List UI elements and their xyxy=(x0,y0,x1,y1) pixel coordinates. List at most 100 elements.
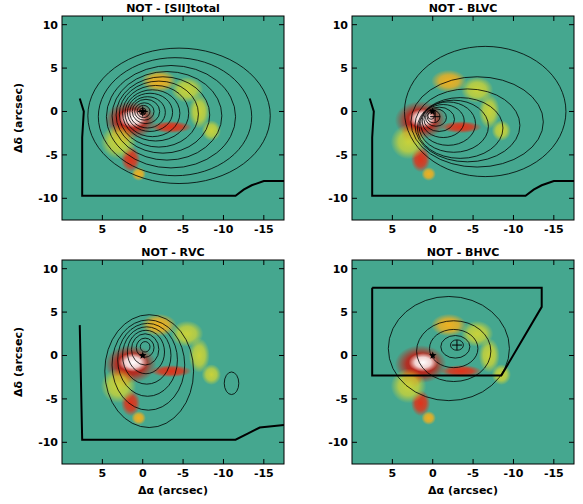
figure: 50-5-10-15-10-50510NOT - [SII]totalΔδ (a… xyxy=(0,0,583,504)
y-tick xyxy=(352,154,574,155)
y-axis-title: Δδ (arcsec) xyxy=(12,327,25,397)
plot-area xyxy=(352,16,574,220)
x-tick-label: 5 xyxy=(389,467,397,480)
y-tick-label: -5 xyxy=(336,393,348,406)
image-blob xyxy=(421,167,436,181)
y-tick-label: 10 xyxy=(333,263,349,276)
contour xyxy=(425,109,446,126)
plus-marker xyxy=(452,340,462,350)
y-tick xyxy=(62,68,284,69)
x-tick xyxy=(432,16,433,220)
panel-title: NOT - RVC xyxy=(141,246,204,259)
x-axis-title: Δα (arcsec) xyxy=(428,484,498,497)
contour xyxy=(123,85,189,141)
contour xyxy=(132,99,159,123)
y-tick-label: 0 xyxy=(50,105,58,118)
x-tick xyxy=(223,16,224,220)
x-tick-label: -15 xyxy=(254,467,274,480)
x-tick xyxy=(142,16,143,220)
contour xyxy=(417,321,491,382)
contour xyxy=(388,296,509,400)
y-tick-label: -10 xyxy=(38,192,58,205)
y-tick xyxy=(352,268,574,269)
contour xyxy=(419,100,488,152)
panel: 50-5-10-15-10-50510NOT - BLVC xyxy=(328,2,574,236)
star-marker xyxy=(139,351,147,358)
contour xyxy=(127,330,164,373)
y-tick xyxy=(62,312,284,313)
contour xyxy=(127,93,172,131)
contour xyxy=(112,320,185,410)
coverage-boundary xyxy=(80,325,284,440)
x-tick xyxy=(102,260,103,464)
x-tick xyxy=(553,16,554,220)
contour xyxy=(125,90,180,137)
y-tick-label: 0 xyxy=(50,349,58,362)
x-tick xyxy=(102,16,103,220)
image-background xyxy=(62,16,284,220)
panel-title: NOT - BLVC xyxy=(429,2,498,15)
x-tick-label: -10 xyxy=(504,223,524,236)
image-blob xyxy=(492,120,511,141)
contour xyxy=(116,77,210,153)
y-tick xyxy=(62,268,284,269)
contour xyxy=(422,105,464,138)
panel: 50-5-10-15-10-50510NOT - RVCΔα (arcsec)Δ… xyxy=(12,246,284,497)
star-marker xyxy=(429,351,437,358)
x-tick-label: 5 xyxy=(99,223,107,236)
contour xyxy=(224,372,239,395)
y-axis-title: Δδ (arcsec) xyxy=(12,83,25,153)
y-tick-label: -5 xyxy=(46,393,58,406)
x-tick xyxy=(513,16,514,220)
image-blob xyxy=(131,411,146,425)
y-tick-label: 5 xyxy=(50,306,58,319)
frame xyxy=(62,260,284,464)
y-tick xyxy=(352,24,574,25)
y-tick-label: 5 xyxy=(340,62,348,75)
contour xyxy=(441,336,470,359)
x-tick-label: 0 xyxy=(139,467,147,480)
y-tick xyxy=(352,111,574,112)
frame xyxy=(62,16,284,220)
y-tick-label: 0 xyxy=(340,105,348,118)
coverage-boundary xyxy=(372,288,542,376)
x-tick xyxy=(473,260,474,464)
coverage-boundary xyxy=(370,98,574,195)
y-tick-label: 10 xyxy=(333,19,349,32)
plus-marker xyxy=(138,106,148,116)
x-tick-label: -5 xyxy=(177,223,189,236)
x-tick xyxy=(473,16,474,220)
y-tick-label: 10 xyxy=(43,19,59,32)
contour xyxy=(450,340,463,350)
contour xyxy=(98,58,251,176)
contour xyxy=(137,105,150,117)
contour xyxy=(411,77,543,167)
x-tick-label: 0 xyxy=(429,223,437,236)
y-tick xyxy=(62,111,284,112)
x-tick xyxy=(183,16,184,220)
contour xyxy=(415,89,520,162)
y-tick xyxy=(62,24,284,25)
y-tick-label: -10 xyxy=(328,192,348,205)
y-tick xyxy=(352,442,574,443)
y-tick-label: 10 xyxy=(43,263,59,276)
x-tick xyxy=(553,260,554,464)
image-blob xyxy=(421,411,436,425)
contour xyxy=(131,334,158,365)
y-tick xyxy=(352,68,574,69)
contour xyxy=(112,72,222,161)
image-background xyxy=(352,16,574,220)
contour xyxy=(106,65,235,167)
x-tick-label: 5 xyxy=(389,223,397,236)
y-tick xyxy=(352,198,574,199)
y-tick xyxy=(62,198,284,199)
x-tick-label: -15 xyxy=(544,467,564,480)
x-tick-label: 5 xyxy=(99,467,107,480)
contour xyxy=(123,327,171,384)
contour xyxy=(130,97,166,128)
frame xyxy=(352,16,574,220)
x-tick xyxy=(392,260,393,464)
image-blob xyxy=(150,365,192,377)
x-tick xyxy=(263,260,264,464)
image-background xyxy=(352,260,574,464)
